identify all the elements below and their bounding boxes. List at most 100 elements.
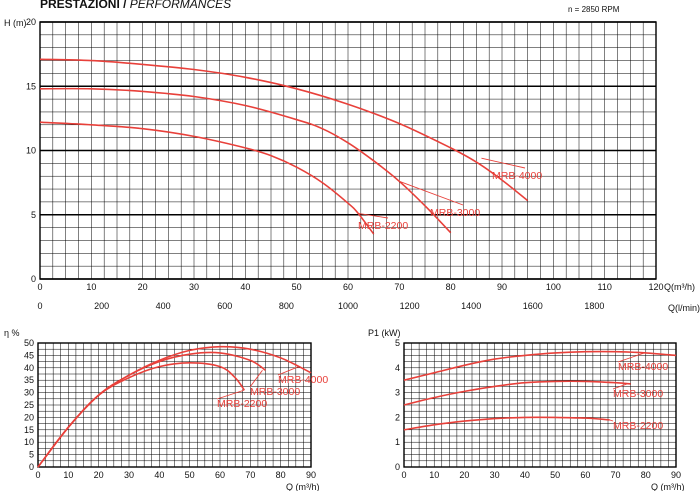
curve-label-mrb-3000: MRB-3000	[613, 388, 663, 400]
power-grid	[403, 342, 677, 468]
head-grid	[39, 21, 657, 280]
label-leader	[358, 213, 389, 219]
y-axis-label: η %	[4, 328, 20, 338]
curve-mrb-4000	[39, 58, 529, 202]
x-tick-label: 70	[611, 470, 621, 480]
x-tick-label: 50	[292, 282, 302, 292]
y-tick-label: 15	[26, 81, 36, 91]
x-tick-label: 20	[94, 470, 104, 480]
x-tick-label: 60	[343, 282, 353, 292]
x-tick-label: 40	[154, 470, 164, 480]
x-axis-label: Q (m³/h)	[286, 482, 320, 491]
label-leader	[481, 157, 526, 169]
curve-mrb-2200	[37, 361, 245, 468]
y-tick-label: 5	[31, 210, 36, 220]
efficiency-frame	[37, 342, 312, 468]
curve-label-mrb-2200: MRB-2200	[217, 398, 267, 410]
y-tick-label: 1	[395, 437, 400, 447]
x-tick-label: 20	[138, 282, 148, 292]
y-tick-label: 2	[395, 412, 400, 422]
x-tick-label: 30	[189, 282, 199, 292]
head-frame	[39, 21, 657, 280]
curve-label-mrb-4000: MRB-4000	[492, 170, 542, 182]
y-tick-label: 0	[31, 274, 36, 284]
x2-tick-label: 600	[217, 301, 232, 311]
y-tick-label: 25	[24, 400, 34, 410]
x-tick-label: 80	[641, 470, 651, 480]
y-tick-label: 15	[24, 425, 34, 435]
x-tick-label: 30	[124, 470, 134, 480]
x-tick-label: 120	[648, 282, 663, 292]
x-tick-label: 20	[459, 470, 469, 480]
y-tick-label: 45	[24, 350, 34, 360]
y-tick-label: 20	[24, 412, 34, 422]
label-leader	[399, 180, 464, 206]
x2-tick-label: 400	[156, 301, 171, 311]
y-axis-label: P1 (kW)	[368, 328, 401, 338]
y-tick-label: 50	[24, 338, 34, 348]
x-tick-label: 0	[37, 282, 42, 292]
x-tick-label: 110	[597, 282, 611, 292]
x-tick-label: 60	[215, 470, 225, 480]
curve-label-mrb-3000: MRB-3000	[250, 386, 300, 398]
x-tick-label: 50	[185, 470, 195, 480]
rpm-label: n = 2850 RPM	[568, 5, 620, 14]
curve-label-mrb-4000: MRB-4000	[278, 374, 328, 386]
y-tick-label: 5	[395, 338, 400, 348]
x-tick-label: 70	[394, 282, 404, 292]
label-leader	[249, 370, 263, 388]
y-tick-label: 3	[395, 388, 400, 398]
y-tick-label: 40	[24, 363, 34, 373]
y-tick-label: 35	[24, 375, 34, 385]
x-tick-label: 70	[245, 470, 255, 480]
x-tick-label: 90	[671, 470, 681, 480]
x-tick-label: 10	[86, 282, 96, 292]
label-leader	[609, 419, 614, 422]
y-tick-label: 0	[29, 462, 34, 472]
x-tick-label: 10	[429, 470, 439, 480]
x2-tick-label: 1400	[461, 301, 481, 311]
x-tick-label: 90	[497, 282, 507, 292]
x-tick-label: 80	[276, 470, 286, 480]
title-sub: PERFORMANCES	[129, 0, 232, 11]
x2-axis-label: Q(l/min)	[668, 303, 700, 313]
y-tick-label: 10	[24, 437, 34, 447]
x-tick-label: 60	[580, 470, 590, 480]
x-tick-label: 0	[35, 470, 40, 480]
x2-tick-label: 1800	[584, 301, 604, 311]
curve-mrb-2200	[403, 416, 610, 431]
x-tick-label: 80	[446, 282, 456, 292]
label-leader	[612, 383, 628, 390]
x-tick-label: 40	[520, 470, 530, 480]
x2-tick-label: 1000	[338, 301, 358, 311]
curve-label-mrb-4000: MRB-4000	[618, 361, 668, 373]
x-tick-label: 90	[306, 470, 316, 480]
curve-label-mrb-2200: MRB-2200	[613, 420, 663, 432]
y-tick-label: 0	[395, 462, 400, 472]
curve-mrb-2200	[39, 121, 375, 235]
y-tick-label: 10	[26, 146, 36, 156]
curve-label-mrb-2200: MRB-2200	[358, 220, 408, 232]
y-axis-label: H (m)	[4, 18, 27, 28]
y-tick-label: 20	[26, 17, 36, 27]
title-main: PRESTAZIONI /	[40, 0, 127, 11]
x2-tick-label: 200	[94, 301, 109, 311]
y-tick-label: 30	[24, 388, 34, 398]
curve-label-mrb-3000: MRB-3000	[430, 207, 480, 219]
x-tick-label: 50	[550, 470, 560, 480]
x2-tick-label: 1600	[523, 301, 543, 311]
x-axis-label: Q (m³/h)	[651, 482, 685, 491]
x-axis-label: Q(m³/h)	[664, 282, 695, 292]
curve-mrb-3000	[39, 87, 452, 234]
x-tick-label: 10	[63, 470, 73, 480]
x-tick-label: 30	[490, 470, 500, 480]
chart-title: PRESTAZIONI / PERFORMANCES	[40, 0, 231, 11]
label-leader	[617, 351, 646, 363]
x-tick-label: 40	[240, 282, 250, 292]
curve-mrb-3000	[403, 380, 631, 406]
efficiency-grid	[37, 342, 312, 468]
